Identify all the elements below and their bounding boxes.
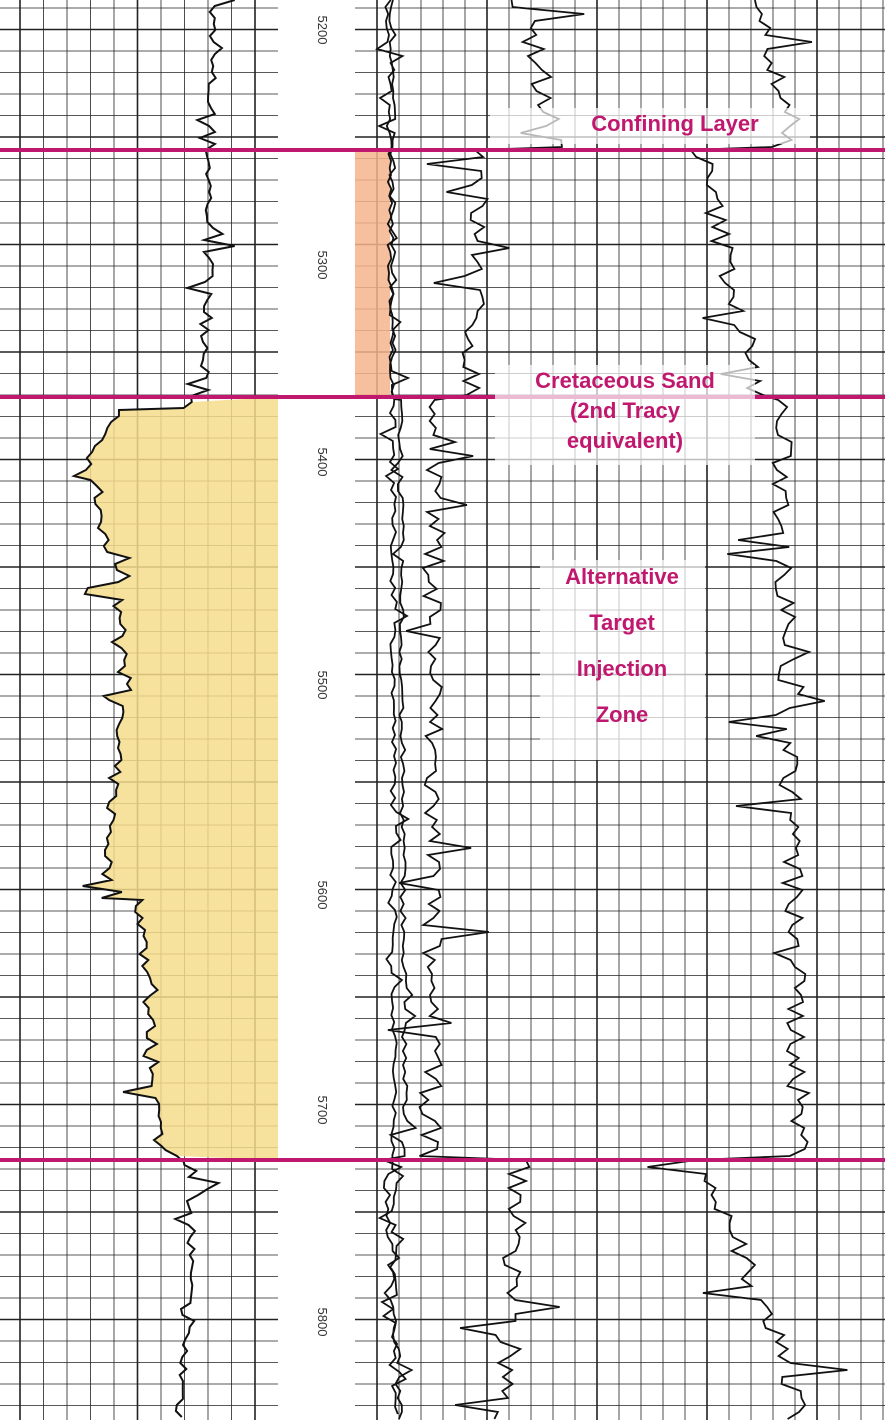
depth-label: 5400 [315, 448, 330, 477]
depth-label: 5600 [315, 881, 330, 910]
log-curves [71, 0, 848, 1420]
depth-label: 5800 [315, 1308, 330, 1337]
depth-label: 5300 [315, 251, 330, 280]
annotation-text: Injection [577, 656, 667, 681]
depth-label: 5200 [315, 16, 330, 45]
depth-labels: 5200 5300 5400 5500 5600 5700 5800 [315, 16, 330, 1337]
note-backdrop [490, 108, 810, 144]
curve [374, 0, 418, 1420]
annotation-text: Alternative [565, 564, 679, 589]
annotation-text: (2nd Tracy [570, 398, 681, 423]
annotation-text: equivalent) [567, 428, 683, 453]
depth-track [278, 0, 355, 1420]
annotations: Confining Layer Cretaceous Sand (2nd Tracy… [490, 108, 810, 760]
annotation-text: Target [589, 610, 655, 635]
annotation-text: Zone [596, 702, 649, 727]
clay-fill [355, 150, 390, 395]
depth-label: 5500 [315, 671, 330, 700]
note-backdrop [495, 365, 755, 465]
curve [647, 0, 848, 1420]
note-backdrop [540, 560, 705, 760]
annotation-text: Cretaceous Sand [535, 368, 715, 393]
curve [376, 0, 411, 1415]
sand-fill [74, 397, 278, 1160]
curve [387, 0, 585, 1420]
zone-fills [74, 150, 390, 1160]
depth-label: 5700 [315, 1096, 330, 1125]
annotation-text: Confining Layer [591, 111, 759, 136]
curve [71, 0, 235, 1418]
